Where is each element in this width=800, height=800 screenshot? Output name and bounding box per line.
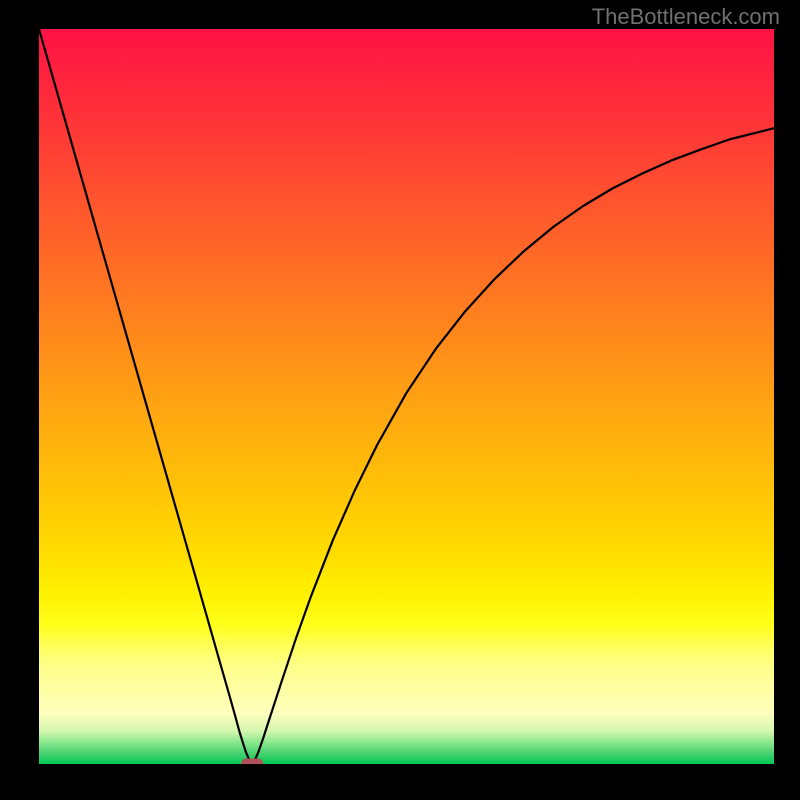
minimum-marker (241, 758, 263, 764)
chart-background (39, 29, 774, 764)
watermark-text: TheBottleneck.com (592, 4, 780, 30)
plot-area (39, 29, 774, 764)
bottleneck-chart (39, 29, 774, 764)
chart-container: TheBottleneck.com (0, 0, 800, 800)
